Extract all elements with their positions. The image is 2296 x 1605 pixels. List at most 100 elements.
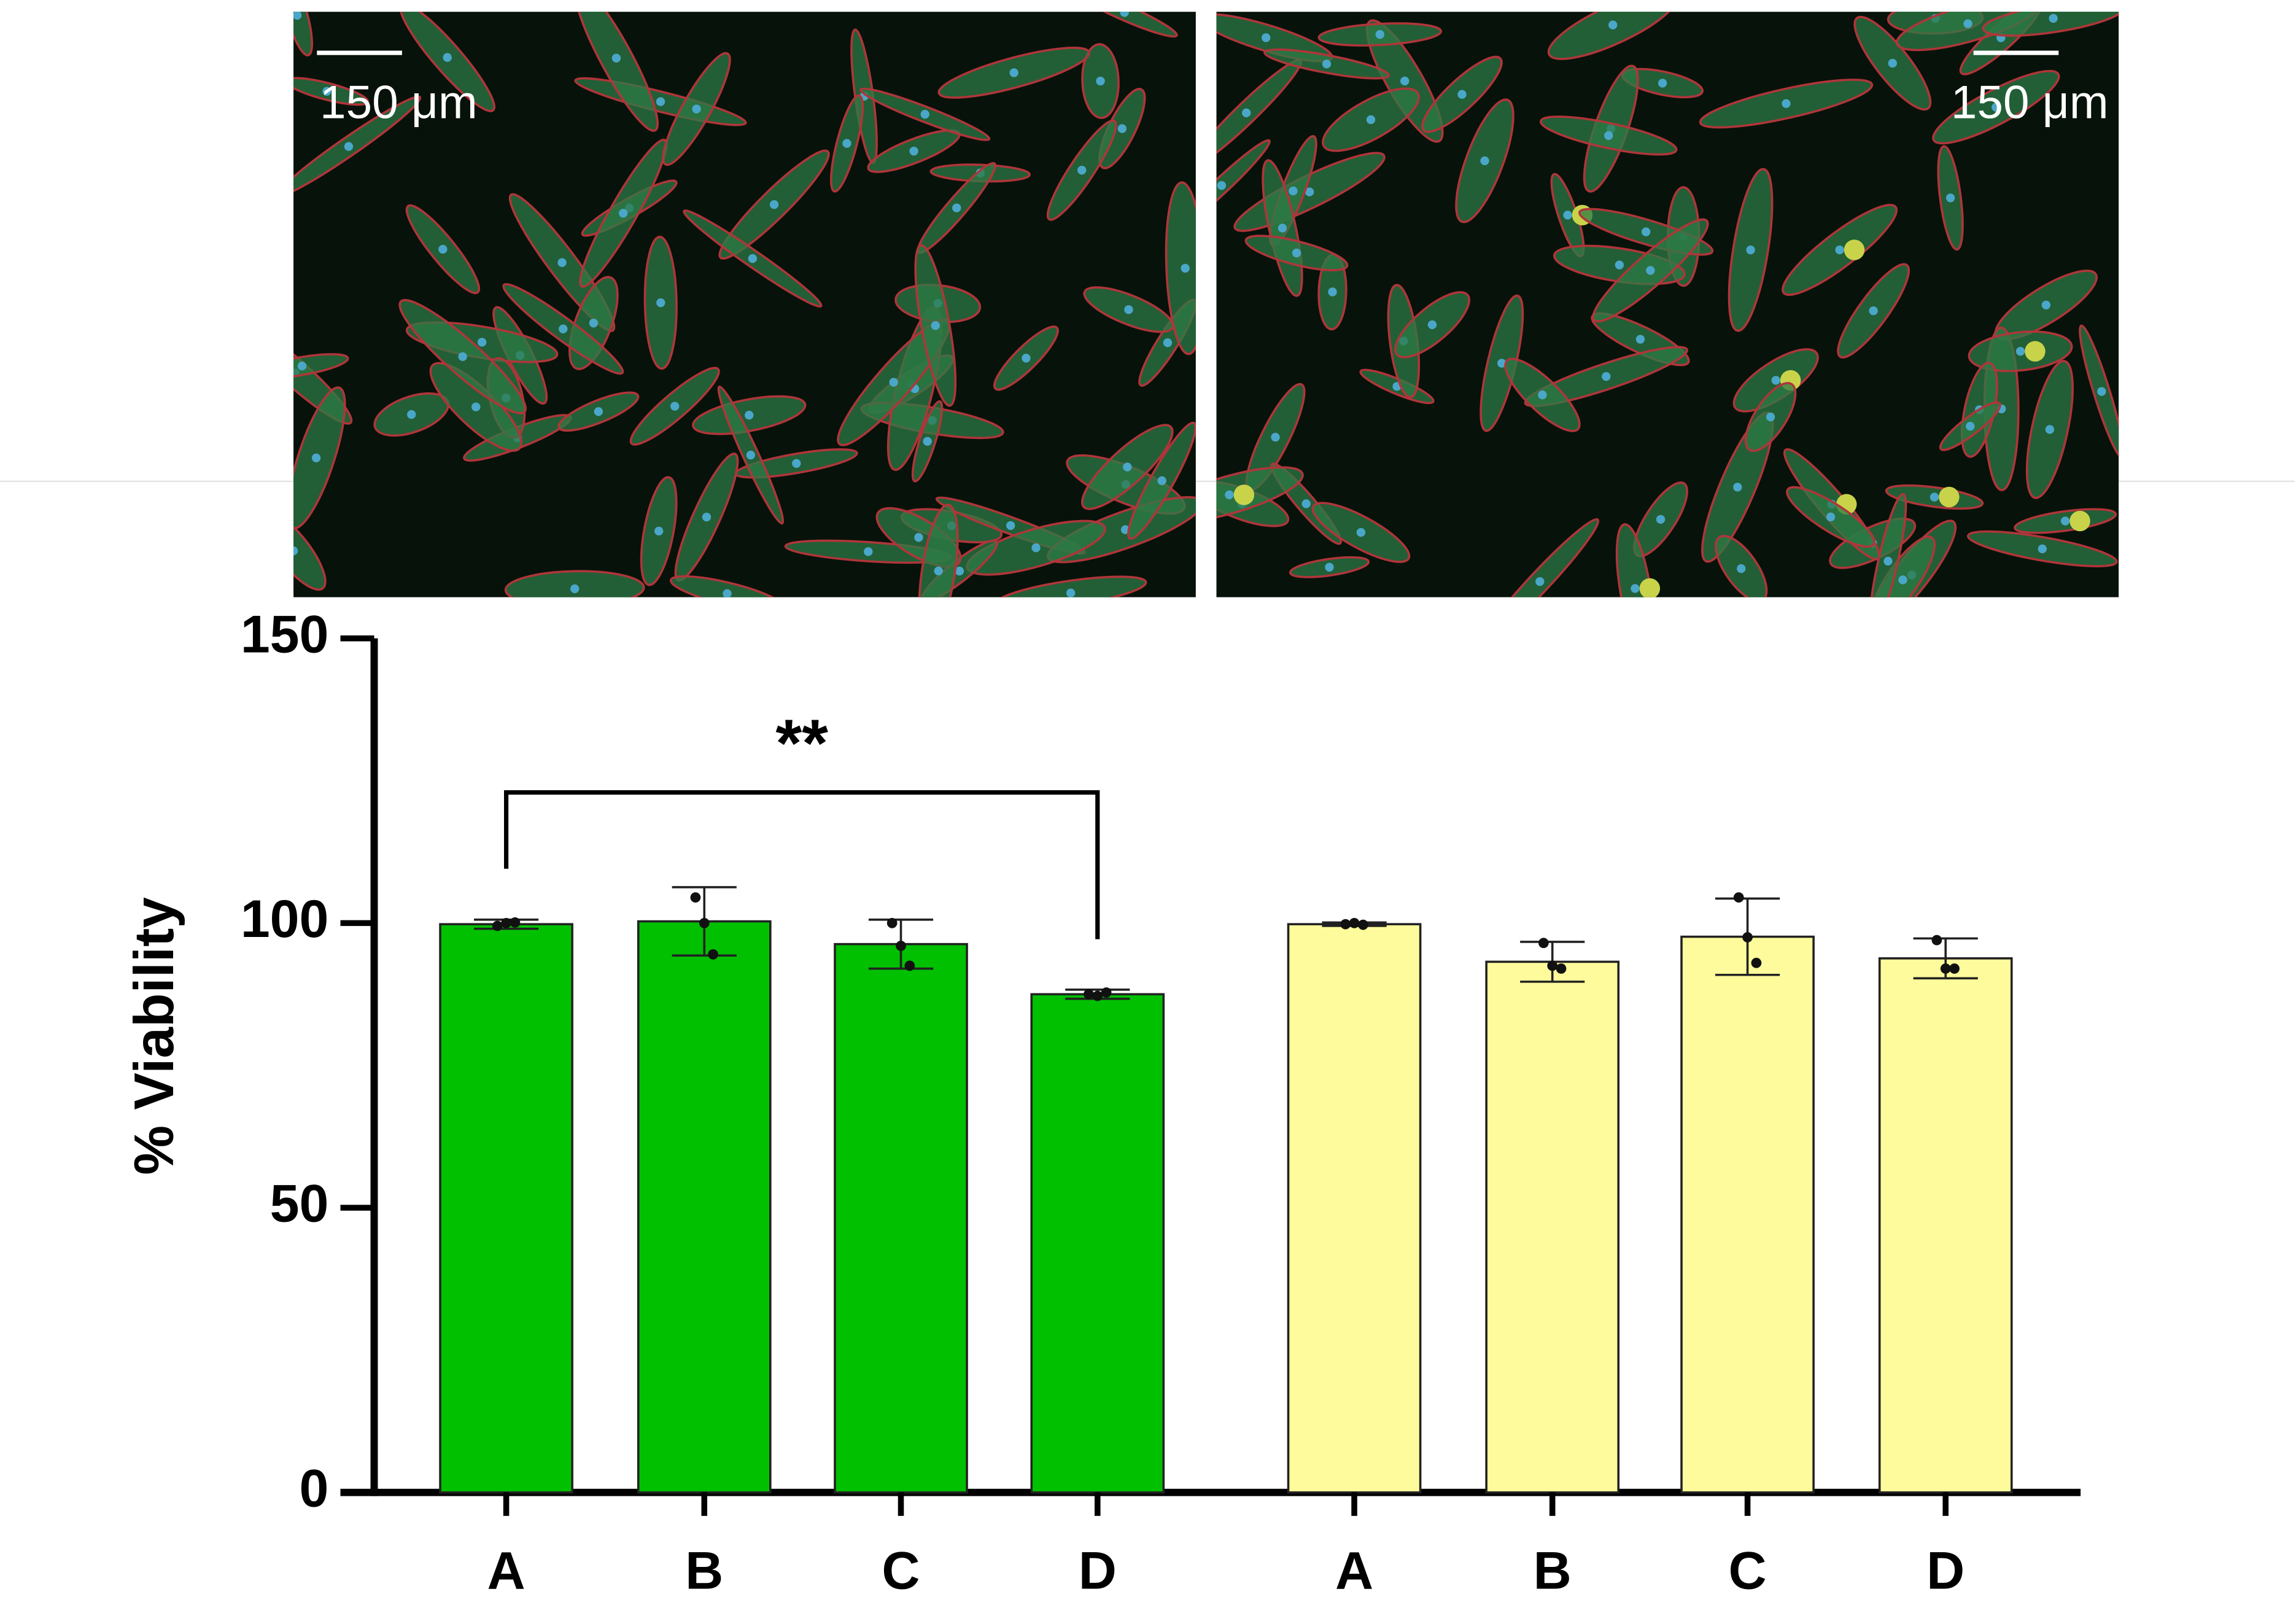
data-point: [690, 892, 701, 903]
data-point: [510, 917, 521, 928]
nucleus: [748, 254, 758, 263]
nucleus: [477, 338, 487, 347]
nucleus: [656, 97, 665, 106]
nucleus: [1992, 103, 2001, 112]
nucleus: [1497, 359, 1507, 368]
nucleus: [723, 589, 732, 597]
nucleus: [557, 258, 567, 267]
nucleus: [1898, 575, 1907, 585]
nucleus: [2060, 516, 2070, 526]
nucleus: [1123, 462, 1132, 472]
nucleus: [1929, 492, 1939, 502]
nucleus: [1157, 476, 1166, 486]
nucleus: [1022, 354, 1031, 363]
nucleus: [702, 512, 712, 522]
nucleus: [1031, 543, 1041, 553]
nucleus: [1181, 263, 1190, 273]
data-point: [699, 917, 710, 928]
nucleus: [1538, 391, 1547, 400]
nucleus: [1322, 60, 1332, 69]
nucleus: [1278, 223, 1287, 233]
y-tick-label: 50: [270, 1175, 329, 1234]
x-tick-label: C: [1729, 1541, 1767, 1600]
nucleus: [1301, 499, 1311, 508]
dead-cell: [1939, 486, 1960, 508]
bar: [1287, 923, 1422, 1494]
nucleus: [931, 321, 940, 330]
x-tick-label: A: [1335, 1541, 1373, 1600]
nucleus: [1292, 248, 1301, 258]
nucleus: [2045, 425, 2055, 434]
nucleus: [914, 533, 923, 542]
nucleus: [1604, 131, 1613, 140]
nucleus: [1766, 412, 1775, 422]
x-tick-label: C: [882, 1541, 920, 1600]
nucleus: [920, 109, 929, 119]
nucleus: [619, 209, 628, 218]
data-point: [1340, 919, 1351, 930]
nucleus: [1289, 186, 1298, 196]
nucleus: [952, 203, 961, 212]
nucleus: [1658, 79, 1667, 88]
nucleus: [1325, 562, 1334, 572]
data-point: [1084, 989, 1094, 1000]
data-point: [1949, 963, 1960, 974]
bar: [834, 942, 968, 1494]
nucleus: [1375, 29, 1384, 39]
nucleus: [1217, 181, 1227, 190]
nucleus: [293, 12, 302, 20]
nucleus: [1427, 320, 1437, 330]
dead-cell: [2025, 341, 2046, 362]
nucleus: [1826, 512, 1836, 522]
nucleus: [654, 526, 664, 536]
y-tick-label: 100: [241, 890, 329, 949]
y-tick-label: 0: [300, 1459, 329, 1518]
data-point: [1349, 917, 1360, 928]
data-point: [1538, 938, 1549, 949]
data-point: [1556, 963, 1567, 974]
nucleus: [570, 584, 580, 594]
nucleus: [955, 566, 964, 576]
nucleus: [2049, 14, 2058, 23]
nucleus: [443, 53, 452, 62]
data-point: [1751, 957, 1762, 968]
nucleus: [2038, 544, 2047, 554]
data-point: [904, 960, 915, 971]
nucleus: [1835, 245, 1844, 255]
nucleus: [1641, 227, 1651, 236]
y-axis-label: % Viability: [123, 897, 185, 1175]
nucleus: [923, 437, 932, 446]
nucleus: [670, 402, 680, 411]
bar: [1030, 993, 1165, 1494]
x-tick-label: A: [487, 1541, 526, 1600]
scale-bar-label: 150 μm: [320, 76, 478, 128]
nucleus: [594, 407, 603, 416]
bar: [1878, 957, 2013, 1494]
nucleus: [1271, 432, 1280, 442]
bar: [1485, 960, 1620, 1494]
nucleus: [692, 104, 701, 114]
bar: [637, 920, 772, 1494]
nucleus: [1077, 165, 1087, 175]
nucleus: [1963, 19, 1972, 28]
dead-cell: [2069, 510, 2090, 532]
nucleus: [297, 361, 307, 371]
nucleus: [792, 459, 801, 468]
nucleus: [1883, 556, 1893, 566]
nucleus: [471, 402, 481, 411]
nucleus: [1242, 108, 1251, 117]
nucleus: [1563, 211, 1572, 220]
nucleus: [934, 566, 943, 576]
nucleus: [1009, 68, 1018, 77]
nucleus: [1945, 193, 1955, 203]
data-point: [501, 917, 511, 928]
dead-cell: [1233, 484, 1255, 505]
data-point: [492, 920, 503, 931]
nucleus: [1602, 372, 1611, 381]
data-point: [1940, 963, 1951, 974]
y-tick-label: 150: [241, 605, 329, 664]
nucleus: [322, 87, 332, 96]
data-point: [1742, 932, 1753, 942]
